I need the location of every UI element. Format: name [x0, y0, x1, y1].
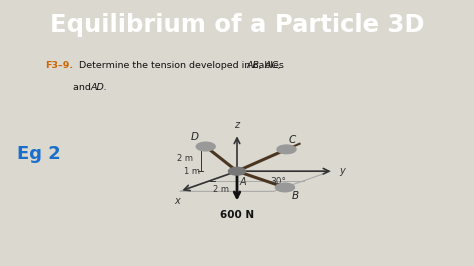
Text: D: D	[191, 132, 199, 142]
Circle shape	[275, 183, 294, 192]
Text: z: z	[235, 120, 239, 130]
Text: AB, AC,: AB, AC,	[247, 61, 282, 70]
Text: F3–9.: F3–9.	[45, 61, 73, 70]
Text: B: B	[292, 191, 299, 201]
Circle shape	[277, 145, 296, 154]
Circle shape	[196, 142, 215, 151]
Text: y: y	[339, 166, 345, 176]
Text: Eg 2: Eg 2	[17, 145, 60, 163]
Circle shape	[228, 167, 246, 175]
Text: 30°: 30°	[270, 177, 286, 186]
Text: AD.: AD.	[91, 83, 108, 92]
Text: C: C	[289, 135, 296, 145]
Text: x: x	[174, 196, 180, 206]
Text: 600 N: 600 N	[220, 210, 254, 220]
Text: and: and	[73, 83, 93, 92]
Text: 2 m: 2 m	[213, 185, 229, 194]
Text: Determine the tension developed in cables: Determine the tension developed in cable…	[73, 61, 286, 70]
Text: A: A	[239, 177, 246, 187]
Text: 2 m: 2 m	[177, 154, 193, 163]
Text: 1 m: 1 m	[184, 167, 201, 176]
Text: Equilibrium of a Particle 3D: Equilibrium of a Particle 3D	[50, 13, 424, 37]
